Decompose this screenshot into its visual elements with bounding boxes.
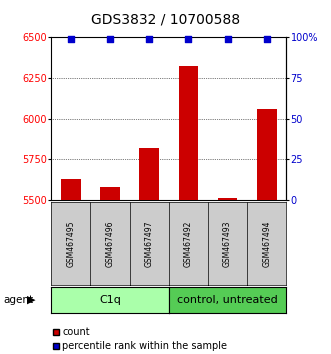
Text: GSM467497: GSM467497 bbox=[145, 220, 154, 267]
Text: C1q: C1q bbox=[99, 295, 121, 305]
Bar bbox=[100, 187, 120, 200]
Text: GDS3832 / 10700588: GDS3832 / 10700588 bbox=[91, 12, 240, 27]
Text: control, untreated: control, untreated bbox=[177, 295, 278, 305]
Bar bbox=[179, 67, 198, 200]
Text: GSM467495: GSM467495 bbox=[67, 220, 75, 267]
Text: GSM467492: GSM467492 bbox=[184, 220, 193, 267]
Bar bbox=[139, 148, 159, 200]
Text: count: count bbox=[62, 327, 90, 337]
Text: GSM467496: GSM467496 bbox=[106, 220, 115, 267]
Text: percentile rank within the sample: percentile rank within the sample bbox=[62, 341, 227, 351]
Point bbox=[264, 36, 269, 42]
Bar bbox=[218, 198, 237, 200]
Text: agent: agent bbox=[3, 295, 33, 305]
Bar bbox=[61, 179, 81, 200]
Text: GSM467494: GSM467494 bbox=[262, 220, 271, 267]
Text: GSM467493: GSM467493 bbox=[223, 220, 232, 267]
Point bbox=[68, 36, 73, 42]
Point bbox=[147, 36, 152, 42]
Bar bbox=[257, 109, 276, 200]
Point bbox=[225, 36, 230, 42]
Point bbox=[107, 36, 113, 42]
Point bbox=[186, 36, 191, 42]
Text: ▶: ▶ bbox=[27, 295, 36, 305]
